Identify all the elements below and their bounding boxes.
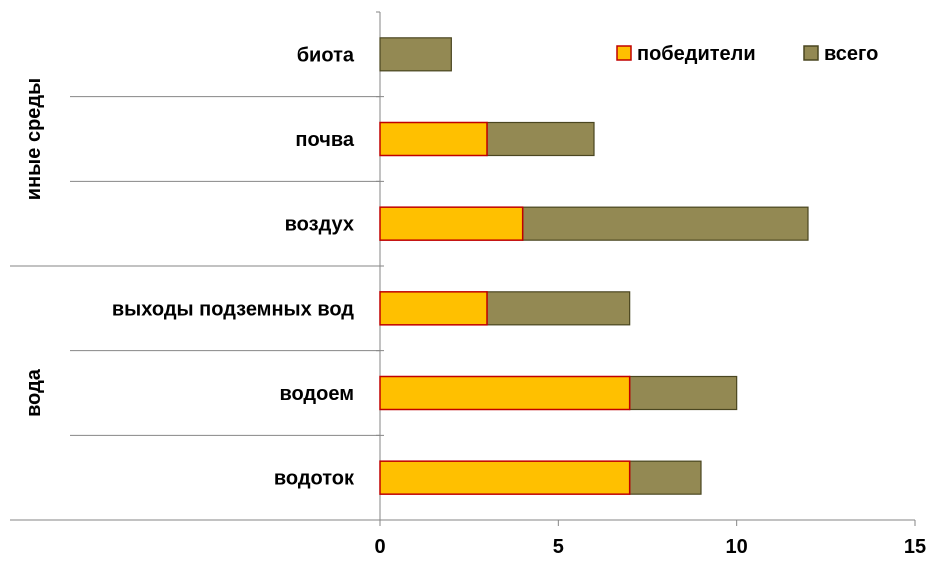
x-tick-label: 0 [374, 536, 385, 558]
category-label: биота [297, 44, 355, 66]
bar-total [486, 291, 631, 326]
bar-total [379, 37, 452, 72]
category-labels: водоток водоем выходы подземных вод воздух п… [112, 44, 355, 489]
legend-swatch [616, 45, 632, 61]
bar-winners [379, 121, 488, 157]
bar-winners [379, 375, 631, 411]
category-label: водоток [274, 468, 355, 490]
bar-winners [379, 291, 488, 326]
legend: победители всего [616, 43, 878, 65]
bars [379, 37, 809, 495]
category-label: почва [295, 129, 354, 151]
axes [10, 11, 916, 526]
legend-item: всего [803, 43, 878, 65]
category-label: воздух [285, 214, 354, 236]
bar-total [486, 121, 595, 157]
legend-item: победители [616, 43, 756, 65]
x-tick-labels: 0 5 10 15 [374, 536, 926, 558]
x-tick-label: 5 [553, 536, 564, 558]
legend-swatch [803, 45, 819, 61]
group-label: иные среды [23, 78, 45, 200]
category-label: выходы подземных вод [112, 298, 354, 320]
x-tick-label: 10 [726, 536, 748, 558]
x-tick-label: 15 [904, 536, 926, 558]
bar-total [629, 375, 738, 411]
bar-winners [379, 206, 524, 241]
bar-total [522, 206, 809, 241]
bar-winners [379, 460, 631, 495]
group-labels: вода иные среды [23, 78, 45, 417]
bar-total [629, 460, 702, 495]
legend-label: победители [637, 43, 756, 65]
category-label: водоем [279, 383, 354, 405]
group-label: вода [23, 368, 45, 417]
legend-label: всего [824, 43, 878, 65]
